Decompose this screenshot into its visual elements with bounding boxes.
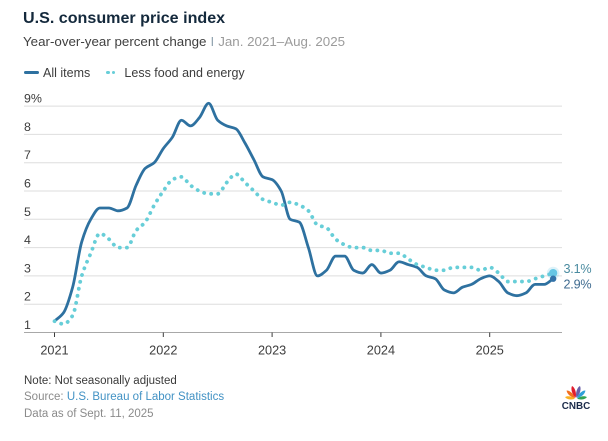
x-axis-label: 2021: [40, 343, 68, 357]
less-food-energy-dotted-swatch: [106, 70, 116, 75]
cnbc-logo: CNBC: [562, 386, 591, 412]
less-food-energy-series-line: [52, 172, 556, 326]
peacock-feather: [566, 390, 576, 399]
subtitle-date-range: Jan. 2021–Aug. 2025: [218, 33, 346, 49]
all-items-series-line: [53, 101, 555, 323]
peacock-feather: [577, 396, 587, 400]
x-axis-label: 2023: [258, 343, 286, 357]
legend-dot-icon: [106, 70, 111, 75]
peacock-feather: [571, 386, 576, 398]
end-label-less-food-energy: 3.1%: [564, 262, 592, 276]
cnbc-wordmark: CNBC: [562, 401, 591, 412]
source-link[interactable]: U.S. Bureau of Labor Statistics: [66, 391, 225, 404]
subtitle-separator: I: [210, 33, 215, 49]
subtitle-description: Year-over-year percent change: [23, 33, 207, 49]
y-axis-label: 1: [24, 318, 31, 332]
y-axis-label: 4: [24, 233, 31, 247]
y-axis-label: 8: [24, 120, 31, 134]
x-axis-label: 2025: [476, 343, 504, 357]
end-dot-less-food-energy: [549, 268, 558, 278]
end-dot-halo: [546, 266, 560, 280]
chart-subtitle: Year-over-year percent change I Jan. 2021–…: [23, 34, 345, 49]
peacock-feather: [576, 386, 581, 398]
y-axis-label: 6: [24, 177, 31, 191]
y-axis-label: 9%: [24, 92, 42, 106]
chart-footer: Note: Not seasonally adjusted Source: U.…: [24, 373, 224, 422]
data-as-of-text: Data as of Sept. 11, 2025: [24, 407, 154, 420]
legend-dot-icon: [111, 70, 116, 75]
y-axis-label: 3: [24, 261, 31, 275]
source-prefix: Source:: [24, 391, 67, 404]
chart-legend: All items Less food and energy: [24, 66, 245, 80]
peacock-feather: [565, 396, 575, 400]
legend-item-all-items: All items: [24, 66, 90, 80]
chart-title: U.S. consumer price index: [23, 9, 226, 27]
x-axis-label: 2024: [367, 343, 395, 357]
legend-label-less-food-energy: Less food and energy: [124, 65, 245, 80]
note-text: Note: Not seasonally adjusted: [24, 375, 177, 387]
x-axis-label: 2022: [149, 343, 177, 357]
end-label-all-items: 2.9%: [564, 278, 592, 292]
y-axis-label: 7: [24, 148, 31, 162]
source-line: Source: U.S. Bureau of Labor Statistics: [24, 389, 224, 405]
all-items-line-swatch: [24, 71, 39, 74]
y-axis-label: 5: [24, 205, 31, 219]
y-axis-label: 2: [24, 290, 31, 304]
legend-label-all-items: All items: [43, 65, 91, 80]
peacock-feather: [576, 390, 586, 399]
end-dot-all-items: [549, 275, 557, 282]
legend-item-less-food-energy: Less food and energy: [106, 65, 245, 80]
